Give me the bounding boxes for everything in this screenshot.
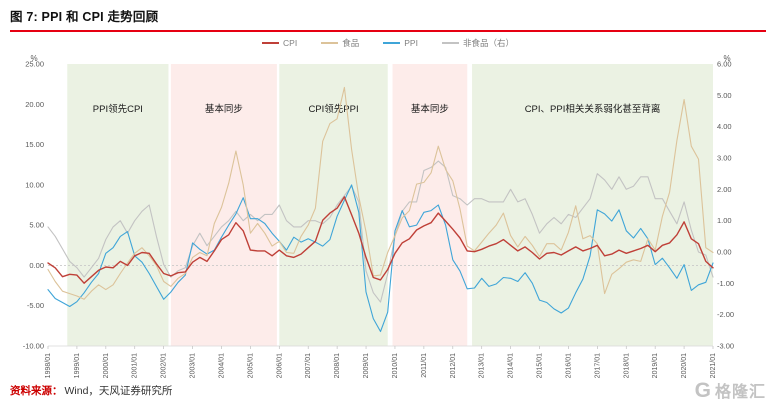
legend-line-swatch-nonfood [441,42,459,44]
watermark-logo-icon: G [694,378,711,402]
svg-text:2020/01: 2020/01 [681,353,688,378]
svg-text:2002/01: 2002/01 [161,353,168,378]
svg-text:CPI领先PPI: CPI领先PPI [308,103,358,115]
legend-label-nonfood: 非食品（右） [462,38,514,48]
svg-text:20.00: 20.00 [25,100,44,109]
chart-svg: PPI领先CPI 基本同步 CPI领先PPI 基本同步 CPI、PPI相关关系弱化甚至背… [23,54,734,378]
source-line: 资料来源： Wind，天风证券研究所 [10,383,172,398]
svg-text:2018/01: 2018/01 [623,353,630,378]
legend-line-swatch-cpi [262,42,280,44]
source-text: Wind，天风证券研究所 [64,385,173,397]
svg-text:%: % [723,54,730,63]
svg-text:2000/01: 2000/01 [103,353,110,378]
legend-item-food: 食品 [321,37,359,49]
svg-text:2009/01: 2009/01 [363,353,370,378]
title-underline [10,30,766,32]
legend-label-food: 食品 [342,38,360,48]
svg-text:-1.00: -1.00 [717,279,734,288]
legend-line-swatch-food [321,42,339,44]
svg-text:0.00: 0.00 [29,261,44,270]
legend-line-swatch-ppi [383,42,401,44]
svg-text:基本同步: 基本同步 [411,103,449,115]
gelonghui-watermark: G 格隆汇 [695,378,766,402]
svg-text:2003/01: 2003/01 [190,353,197,378]
svg-text:2004/01: 2004/01 [218,353,225,378]
svg-text:2005/01: 2005/01 [247,353,254,378]
svg-text:2010/01: 2010/01 [392,353,399,378]
legend-label-cpi: CPI [283,38,298,48]
svg-text:-2.00: -2.00 [717,310,734,319]
figure-header: 图 7: PPI 和 CPI 走势回顾 [0,0,776,32]
svg-text:6.00: 6.00 [717,60,732,69]
svg-text:1999/01: 1999/01 [74,353,81,378]
svg-text:2016/01: 2016/01 [565,353,572,378]
svg-text:2013/01: 2013/01 [479,353,486,378]
svg-text:1998/01: 1998/01 [45,353,52,378]
svg-text:%: % [30,54,37,63]
svg-text:CPI、PPI相关关系弱化甚至背离: CPI、PPI相关关系弱化甚至背离 [525,103,661,115]
svg-text:2014/01: 2014/01 [508,353,515,378]
svg-text:1.00: 1.00 [717,216,732,225]
legend-item-ppi: PPI [383,38,418,48]
svg-text:-5.00: -5.00 [27,301,44,310]
svg-text:3.00: 3.00 [717,154,732,163]
svg-text:2017/01: 2017/01 [594,353,601,378]
svg-text:-3.00: -3.00 [717,342,734,351]
chart-legend: CPI 食品 PPI 非食品（右） [0,34,776,52]
figure-title: 图 7: PPI 和 CPI 走势回顾 [10,10,159,24]
svg-text:-10.00: -10.00 [23,342,44,351]
legend-item-cpi: CPI [262,38,297,48]
svg-text:2001/01: 2001/01 [132,353,139,378]
svg-text:10.00: 10.00 [25,180,44,189]
svg-text:5.00: 5.00 [717,91,732,100]
svg-text:2.00: 2.00 [717,185,732,194]
svg-text:2011/01: 2011/01 [421,353,428,378]
svg-text:PPI领先CPI: PPI领先CPI [93,103,143,115]
legend-item-nonfood: 非食品（右） [441,37,514,49]
svg-text:2006/01: 2006/01 [276,353,283,378]
svg-text:2015/01: 2015/01 [537,353,544,378]
svg-text:2007/01: 2007/01 [305,353,312,378]
svg-text:0.00: 0.00 [717,248,732,257]
svg-text:2021/01: 2021/01 [710,353,717,378]
svg-text:2008/01: 2008/01 [334,353,341,378]
svg-text:2019/01: 2019/01 [652,353,659,378]
legend-label-ppi: PPI [404,38,418,48]
svg-text:25.00: 25.00 [25,60,44,69]
svg-text:5.00: 5.00 [29,221,44,230]
svg-text:15.00: 15.00 [25,140,44,149]
source-label: 资料来源： [10,385,63,397]
svg-text:2012/01: 2012/01 [450,353,457,378]
chart-area: PPI领先CPI 基本同步 CPI领先PPI 基本同步 CPI、PPI相关关系弱化甚至背… [0,52,776,388]
watermark-text: 格隆汇 [714,384,766,401]
svg-text:基本同步: 基本同步 [205,103,243,115]
svg-text:4.00: 4.00 [717,122,732,131]
